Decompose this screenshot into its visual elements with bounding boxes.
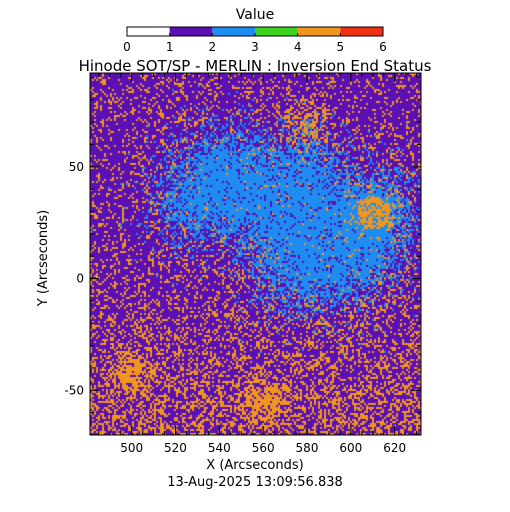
x-tick-label: 580 (296, 441, 319, 455)
colorbar-tick-label: 2 (209, 40, 217, 54)
x-tick-label: 500 (120, 441, 143, 455)
colorbar-tick-label: 0 (123, 40, 131, 54)
colorbar-tick-label: 5 (337, 40, 345, 54)
x-tick-label: 540 (208, 441, 231, 455)
heatmap-image (90, 73, 421, 435)
colorbar-segment (169, 27, 213, 36)
colorbar-ticks: 0 1 2 3 4 5 6 (123, 33, 387, 54)
colorbar-tick-label: 4 (294, 40, 302, 54)
timestamp: 13-Aug-2025 13:09:56.838 (167, 475, 343, 490)
colorbar-tick-label: 6 (379, 40, 387, 54)
colorbar-segment (340, 27, 383, 36)
colorbar-tick-label: 1 (166, 40, 174, 54)
y-tick-label: -50 (64, 383, 84, 397)
plot-area (90, 73, 421, 435)
x-axis-label: X (Arcseconds) (206, 458, 303, 473)
x-tick-label: 600 (339, 441, 362, 455)
chart-title: Hinode SOT/SP - MERLIN : Inversion End S… (79, 57, 432, 75)
x-tick-label: 620 (383, 441, 406, 455)
colorbar-segment (255, 27, 298, 36)
colorbar-segment (297, 27, 341, 36)
colorbar-segment (127, 27, 170, 36)
x-tick-label: 560 (252, 441, 275, 455)
y-tick-label: 0 (76, 272, 84, 286)
x-tick-label: 520 (164, 441, 187, 455)
y-axis-label: Y (Arcseconds) (36, 210, 51, 307)
y-tick-label: 50 (69, 160, 84, 174)
plot-frame (89, 72, 422, 436)
axes: 500 520 540 560 580 600 620 -50 0 50 (64, 72, 422, 455)
colorbar-title: Value (236, 7, 274, 23)
colorbar-tick-label: 3 (251, 40, 259, 54)
colorbar-segment (212, 27, 255, 36)
